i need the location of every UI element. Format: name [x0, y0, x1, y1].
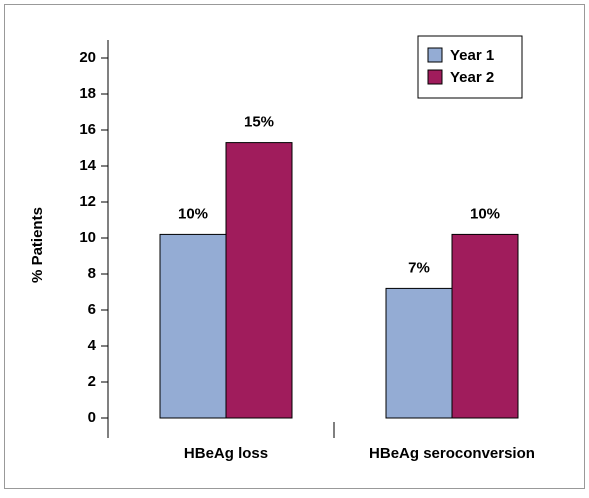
y-tick-label: 16	[79, 121, 96, 138]
value-label: 15%	[244, 114, 274, 131]
bar	[385, 287, 453, 419]
x-tick-label: HBeAg seroconversion	[369, 445, 535, 462]
value-label: 7%	[408, 259, 430, 276]
value-label: 10%	[470, 205, 500, 222]
legend-box	[417, 35, 523, 99]
bar	[159, 233, 227, 419]
y-axis-label: % Patients	[29, 207, 46, 283]
legend-swatch	[427, 47, 443, 63]
y-tick-label: 4	[88, 337, 97, 354]
y-tick-label: 14	[79, 157, 96, 174]
y-tick-label: 2	[88, 373, 96, 390]
value-label: 10%	[178, 205, 208, 222]
y-tick-label: 6	[88, 301, 96, 318]
bar	[451, 233, 519, 419]
legend-swatch	[427, 69, 443, 85]
y-tick-label: 8	[88, 265, 96, 282]
legend-label: Year 2	[450, 69, 494, 86]
bar	[225, 142, 293, 419]
y-tick-label: 10	[79, 229, 96, 246]
y-tick-label: 12	[79, 193, 96, 210]
y-tick-label: 20	[79, 49, 96, 66]
x-tick-label: HBeAg loss	[184, 445, 268, 462]
y-tick-label: 18	[79, 85, 96, 102]
y-tick-label: 0	[88, 409, 96, 426]
legend-label: Year 1	[450, 47, 494, 64]
frame	[4, 4, 585, 489]
